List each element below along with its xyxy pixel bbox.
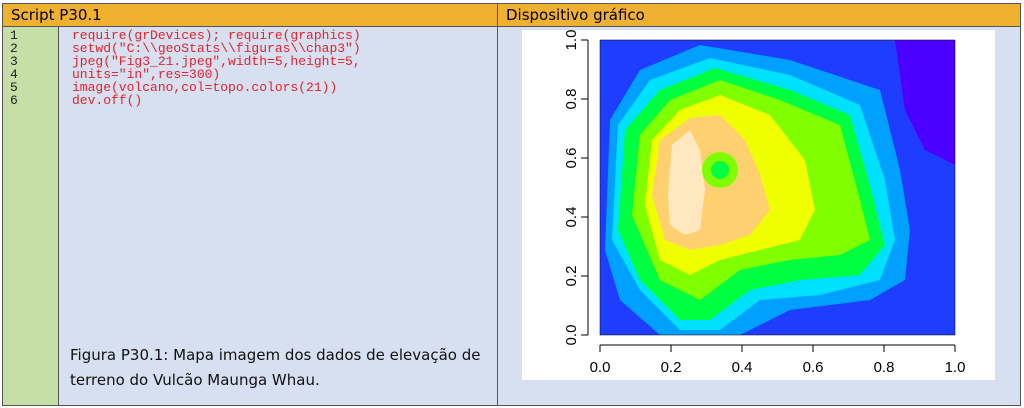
header-cell: Script P30.1 [2,3,498,27]
heatmap [600,40,955,335]
y-tick-label: 0.6 [563,148,580,169]
code-cell [58,26,498,406]
x-tick-label: 0.0 [590,359,611,376]
plot-frame [599,39,956,336]
code-line: units="in",res=300) [72,67,221,82]
x-tick-label: 0.8 [874,359,895,376]
header-text: Dispositivo gráfico [506,6,645,24]
line-number: 6 [10,93,18,108]
line-number: 5 [10,80,18,95]
y-tick-label: 0.8 [563,89,580,110]
line-number: 4 [10,67,18,82]
y-tick-label: 0.0 [563,325,580,346]
x-tick-label: 1.0 [945,359,966,376]
code-block: require(grDevices); require(graphics) set… [72,29,361,107]
x-tick-label: 0.4 [732,359,753,376]
x-tick-label: 0.6 [803,359,824,376]
y-tick-label: 1.0 [563,30,580,51]
header-text: Script P30.1 [11,6,102,24]
line-number: 2 [10,41,18,56]
code-line: jpeg("Fig3_21.jpeg",width=5,height=5, [72,54,361,69]
code-line: require(grDevices); require(graphics) [72,28,361,43]
caption: Figura P30.1: Mapa imagem dos dados de e… [70,346,481,389]
code-line: setwd("C:\\geoStats\\figuras\\chap3") [72,41,361,56]
y-tick-label: 0.4 [563,207,580,228]
line-number-cell [2,26,59,406]
x-tick-label: 0.2 [661,359,682,376]
code-line: dev.off() [72,93,143,108]
line-number: 3 [10,54,18,69]
line-number: 1 [10,28,18,43]
y-tick-label: 0.2 [563,266,580,287]
code-line: image(volcano,col=topo.colors(21)) [72,80,338,95]
